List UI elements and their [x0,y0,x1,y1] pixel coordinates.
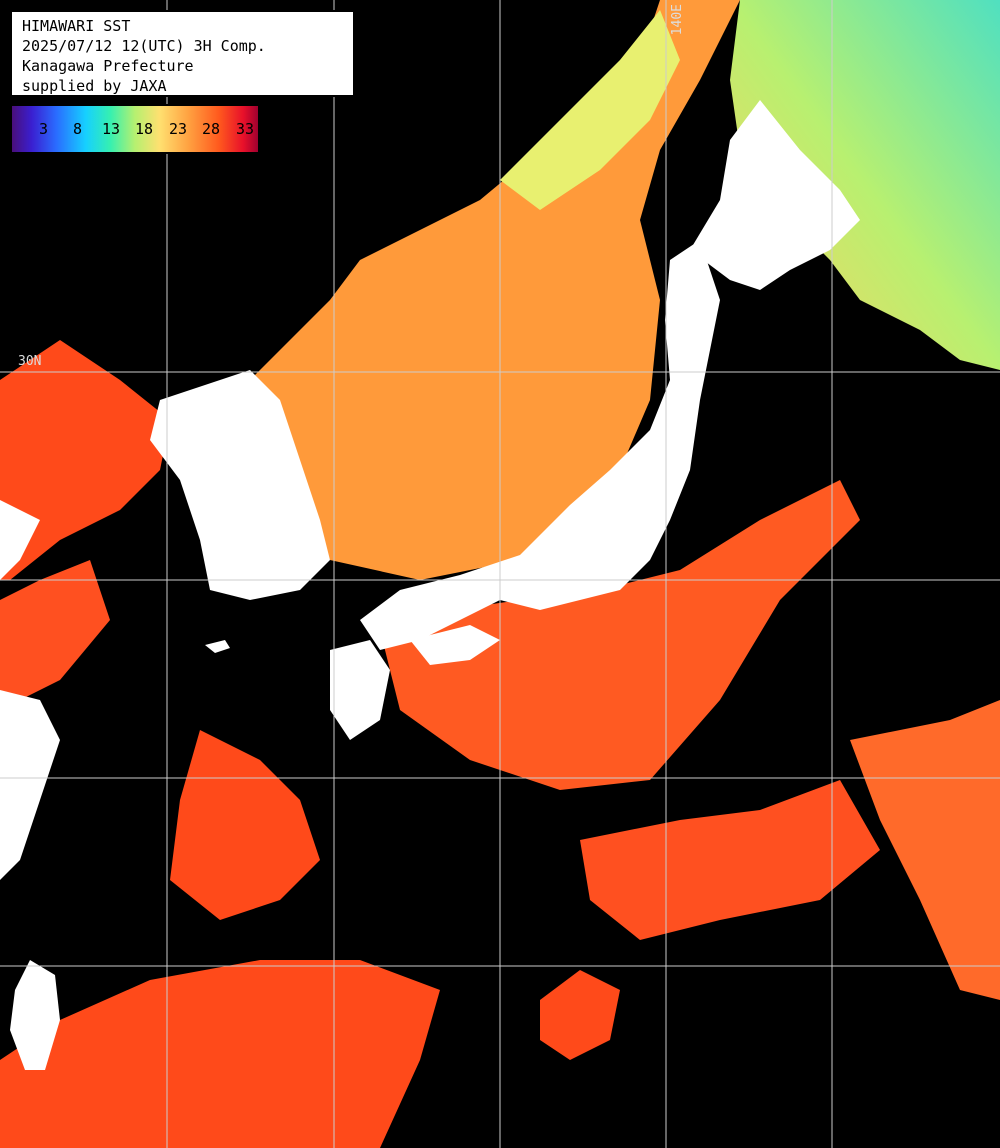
legend-tick-13: 13 [102,120,121,138]
title-line-2: 2025/07/12 12(UTC) 3H Comp. [22,37,266,55]
hokkaido [690,100,860,290]
legend-tick-23: 23 [169,120,188,138]
title-line-3: Kanagawa Prefecture [22,57,194,75]
okhotsk-sea [730,0,1000,370]
yellow-sea [0,340,170,580]
title-box: HIMAWARI SST 2025/07/12 12(UTC) 3H Comp.… [10,10,355,97]
title-line-1: HIMAWARI SST [22,17,131,35]
legend-tick-3: 3 [39,120,49,138]
title-line-4: supplied by JAXA [22,77,167,95]
legend-tick-8: 8 [73,120,83,138]
kyushu [330,640,390,740]
pacific-mid [580,780,880,940]
korean-peninsula [150,370,330,600]
taiwan [10,960,60,1070]
pacific-east [850,700,1000,1000]
lon-label: 140E [670,4,685,36]
lat-label: 30N [18,354,42,369]
south-sea [0,960,440,1148]
legend-tick-33: 33 [236,120,255,138]
color-legend: 3 8 13 18 23 28 33 [10,104,260,154]
legend-tick-18: 18 [135,120,154,138]
north-sea-yellow [500,10,680,210]
china-coast [0,500,60,880]
south-patch-2 [540,970,620,1060]
legend-tick-28: 28 [202,120,221,138]
honshu [360,240,720,650]
shikoku [410,625,500,665]
west-sea-patch [0,560,110,700]
small-island [205,640,230,653]
